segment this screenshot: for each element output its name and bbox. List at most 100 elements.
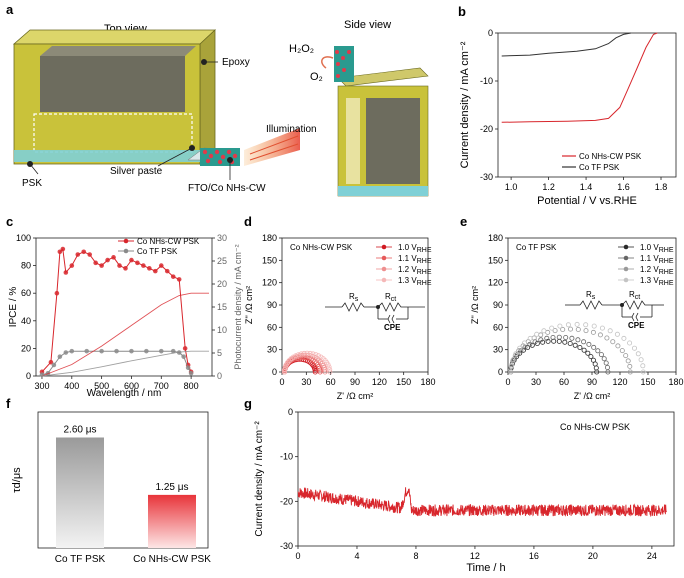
chart-e-point [581, 339, 587, 345]
chart-e-point [588, 354, 594, 360]
chart-d-legend-sub: RHE [417, 280, 432, 287]
chart-c-xtick-label: 300 [34, 381, 49, 391]
chart-c-ytick-label: 80 [21, 261, 31, 271]
chart-e-legend-sub: RHE [659, 280, 674, 287]
chart-g-xlabel: Time / h [466, 562, 505, 574]
chart-e-point [549, 325, 555, 331]
chart-b-xtick-label: 1.0 [505, 182, 518, 192]
chart-f-bar-0 [56, 437, 104, 548]
circuit-e-cpe: CPE [628, 321, 645, 330]
chart-g-ytick-label: -30 [280, 541, 293, 551]
chart-d-title: Co NHs-CW PSK [290, 243, 353, 252]
chart-e-xtick-label: 180 [668, 377, 683, 387]
chart-e-point [513, 351, 519, 357]
chart-e-point [598, 352, 604, 358]
chart-e-point [565, 322, 571, 328]
chart-e-point [610, 339, 616, 345]
chart-e-ytick-label: 90 [493, 300, 503, 310]
chart-c-point [164, 268, 170, 274]
chart-e-point [597, 332, 603, 338]
chart-c-y2tick-label: 5 [217, 348, 222, 358]
chart-e-legend-sub: RHE [659, 258, 674, 265]
chart-d-xlabel: Z' /Ω cm² [337, 391, 373, 401]
chart-e-point [516, 348, 522, 354]
chart-e-ytick-label: 120 [488, 278, 503, 288]
chart-c-point [158, 348, 164, 354]
chart-f-bar-1 [148, 494, 196, 548]
chart-d-legend-sub: RHE [417, 247, 432, 254]
chart-e-point [509, 360, 515, 366]
chart-e-legend-value: 1.3 [640, 276, 652, 285]
chart-g-ytick-label: -20 [280, 496, 293, 506]
chart-e-point [510, 357, 516, 363]
chart-e-point [569, 335, 575, 341]
chart-e: 0 30 60 90 120 150 180 0 30 60 90 120 150 180 Co TF PS… [470, 233, 684, 401]
chart-e-point [508, 363, 514, 369]
chart-e-ytick-label: 180 [488, 233, 503, 243]
chart-d-xtick-label: 120 [372, 377, 387, 387]
chart-e-point [581, 347, 587, 353]
chart-d-xtick-label: 30 [301, 377, 311, 387]
chart-c-point [153, 268, 158, 274]
chart-e-legend-sub: RHE [659, 269, 674, 276]
chart-c-ytick-label: 60 [21, 288, 31, 298]
chart-e-legend-value: 1.1 [640, 254, 652, 263]
side-view-title: Side view [344, 19, 391, 31]
chart-e-legend-value: 1.2 [640, 265, 652, 274]
circuit-e-rs: Rs [586, 290, 596, 301]
chart-c-y2tick-label: 20 [217, 279, 227, 289]
chart-g-title: Co NHs-CW PSK [560, 422, 630, 432]
chart-c-y2tick-label: 15 [217, 302, 227, 312]
chart-d-legend-label: 1.3 VRHE [398, 276, 432, 287]
chart-e-point [586, 341, 592, 347]
chart-g-axes-frame [297, 411, 675, 547]
chart-b-ytick-label: -30 [480, 172, 493, 182]
chart-c-point [123, 266, 128, 271]
chart-e-point [541, 328, 547, 334]
chart-e-legend-label: 1.2 VRHE [640, 265, 674, 276]
chart-e-point [590, 329, 596, 335]
chart-e-point [599, 325, 605, 331]
chart-g-xtick-label: 24 [647, 551, 657, 561]
chart-e-xtick-label: 120 [612, 377, 627, 387]
chart-e-legend-marker [623, 244, 629, 250]
chart-c-point [54, 290, 60, 296]
chart-e-legend-sub: RHE [659, 247, 674, 254]
chart-b: 1.0 1.2 1.4 1.6 1.8 0 -10 -20 -30 Co NHs-CW PSK Co… [459, 28, 677, 207]
panel-label-d: d [244, 214, 252, 229]
chart-d-point [282, 364, 288, 370]
chart-f-category-label: Co NHs-CW PSK [133, 554, 211, 565]
chart-e-xtick-label: 30 [531, 377, 541, 387]
chart-c-legend-label: Co TF PSK [137, 247, 178, 256]
chart-f-ylabel: τd/μs [11, 467, 23, 493]
chart-c-series-1 [41, 350, 192, 376]
chart-d-legend-sub: RHE [417, 258, 432, 265]
chart-g-xtick-label: 0 [295, 551, 300, 561]
panel-label-a: a [6, 2, 14, 17]
chart-d-point [315, 353, 321, 359]
chart-g-xtick-label: 16 [529, 551, 539, 561]
chart-c-point [170, 348, 176, 354]
chart-d-point [310, 351, 316, 357]
chart-c-series-0 [41, 247, 192, 373]
chart-c-point [111, 255, 116, 260]
chart-e-point [557, 323, 563, 329]
chart-e-point [529, 342, 535, 348]
chart-e-point [556, 338, 562, 344]
chart-e-point [627, 369, 633, 375]
chart-c-point [60, 246, 66, 252]
chart-d-ytick-label: 0 [272, 367, 277, 377]
chart-d-legend-label: 1.2 VRHE [398, 265, 432, 276]
chart-c-xtick-label: 500 [94, 381, 109, 391]
chart-d-point [326, 364, 332, 370]
chart-e-legend-unit: V [653, 276, 659, 285]
label-epoxy: Epoxy [222, 57, 250, 68]
chart-e-title: Co TF PSK [516, 243, 557, 252]
chart-c-point [63, 350, 69, 355]
chart-d-point [327, 367, 333, 373]
chart-e-point [625, 358, 631, 364]
chart-e-point [583, 322, 589, 328]
chart-d-legend-unit: V [411, 265, 417, 274]
chart-e-point [591, 344, 597, 350]
panel-label-g: g [244, 396, 252, 411]
